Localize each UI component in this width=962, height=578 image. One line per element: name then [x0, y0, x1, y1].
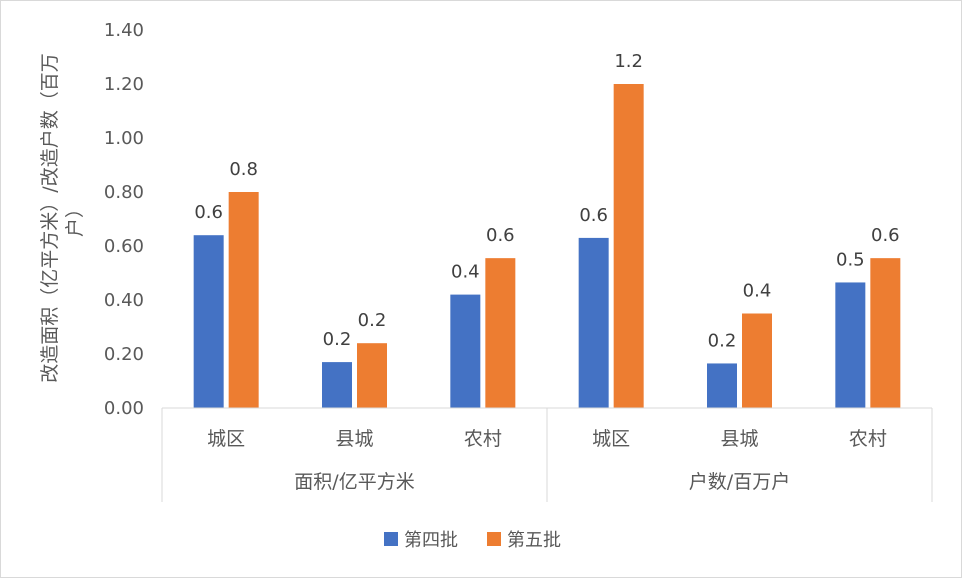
data-label: 0.6 [486, 225, 515, 246]
x-tick-label: 城区 [207, 428, 245, 450]
x-group-label: 面积/亿平方米 [294, 471, 414, 493]
y-tick-label: 0.60 [104, 236, 144, 257]
y-axis: 0.00 0.20 0.40 0.60 0.80 1.00 1.20 1.40 [104, 20, 144, 419]
data-label: 0.8 [229, 159, 258, 180]
y-tick-label: 0.40 [104, 290, 144, 311]
y-tick-label: 1.40 [104, 20, 144, 41]
bar-series1 [835, 282, 866, 408]
bar-series2 [357, 343, 387, 408]
bar-series1 [322, 362, 352, 408]
legend: 第四批 第五批 [384, 530, 561, 551]
bar-series2 [742, 313, 772, 408]
bar-series2 [870, 258, 901, 408]
data-label: 0.4 [451, 262, 480, 283]
y-axis-title: 改造面积（亿平方米）/改造户数（百万 户） [39, 53, 86, 382]
x-tick-label: 农村 [464, 428, 502, 450]
y-tick-label: 0.00 [104, 398, 144, 419]
data-label: 0.6 [194, 202, 223, 223]
bar-series2 [228, 192, 259, 408]
data-label: 0.6 [579, 205, 608, 226]
bar-series2 [485, 258, 516, 408]
data-labels: 0.6 0.8 0.2 0.2 0.4 0.6 0.6 1.2 0.2 0.4 0.5 0.6 [194, 51, 899, 351]
y-tick-label: 1.00 [104, 128, 144, 149]
bars [193, 84, 901, 408]
legend-label: 第四批 [404, 530, 458, 551]
legend-swatch [384, 532, 398, 546]
bar-series1 [450, 294, 481, 408]
x-tick-label: 县城 [720, 428, 758, 450]
x-tick-label: 县城 [335, 428, 373, 450]
data-label: 1.2 [614, 51, 643, 72]
legend-label: 第五批 [507, 530, 561, 551]
bar-series2 [613, 84, 644, 408]
legend-swatch [487, 532, 501, 546]
x-tick-label: 城区 [592, 428, 630, 450]
data-label: 0.5 [836, 249, 865, 270]
y-axis-title-line2: 户） [64, 199, 86, 237]
data-label: 0.2 [358, 310, 387, 331]
y-tick-label: 1.20 [104, 74, 144, 95]
data-label: 0.2 [708, 330, 737, 351]
y-tick-label: 0.20 [104, 344, 144, 365]
data-label: 0.2 [323, 329, 352, 350]
x-tick-label: 农村 [849, 428, 887, 450]
data-label: 0.4 [743, 281, 772, 302]
y-tick-label: 0.80 [104, 182, 144, 203]
x-group-label: 户数/百万户 [689, 471, 790, 493]
data-label: 0.6 [871, 225, 900, 246]
bar-series1 [193, 235, 224, 408]
y-axis-title-line1: 改造面积（亿平方米）/改造户数（百万 [39, 53, 61, 382]
bar-series1 [578, 237, 609, 408]
bar-series1 [707, 363, 737, 408]
